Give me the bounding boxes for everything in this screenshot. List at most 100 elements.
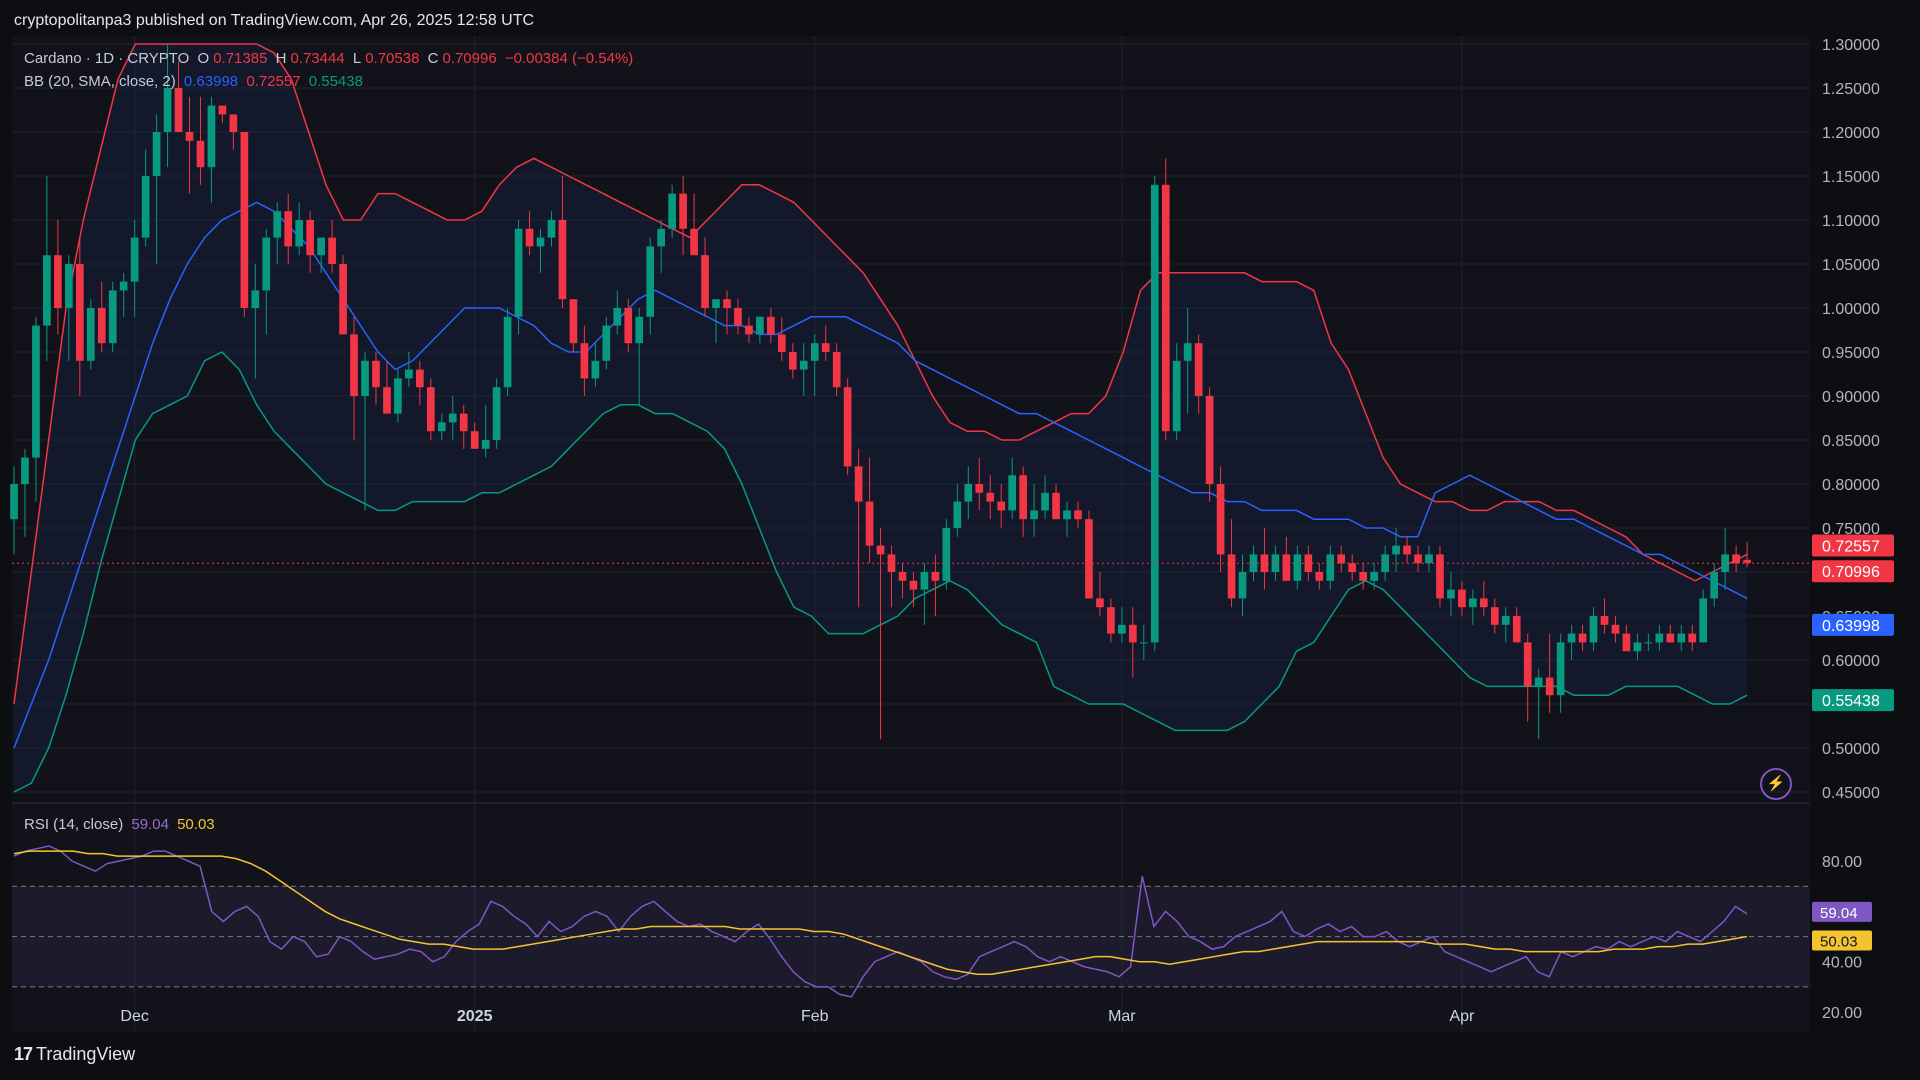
- candle-body: [481, 440, 490, 449]
- candle-body: [306, 220, 315, 256]
- candle-body: [1183, 343, 1192, 361]
- candle-body: [97, 308, 106, 344]
- candle-body: [1370, 572, 1378, 581]
- candle-body: [437, 422, 446, 432]
- candle-body: [361, 360, 369, 396]
- time-tick-label: Mar: [1108, 1008, 1136, 1025]
- candle-body: [75, 264, 84, 361]
- candle-body: [448, 413, 457, 423]
- price-tick-label: 0.50000: [1822, 741, 1880, 758]
- candle-body: [503, 316, 512, 388]
- candle-body: [1150, 184, 1159, 643]
- candle-body: [1260, 554, 1269, 572]
- candle-body: [1436, 554, 1444, 599]
- rsi-line: [13, 845, 1748, 998]
- candle-body: [152, 132, 161, 176]
- candle-body: [1041, 492, 1049, 511]
- candle-body: [1710, 572, 1719, 599]
- candle-body: [1743, 559, 1751, 564]
- candle-body: [1139, 642, 1148, 644]
- candle-body: [580, 343, 589, 379]
- rsi-label[interactable]: RSI (14, close): [24, 816, 124, 833]
- candle-body: [1348, 563, 1357, 572]
- bollinger-band-fill: [14, 44, 1748, 792]
- candle-body: [558, 220, 567, 300]
- price-tick-label: 0.85000: [1822, 433, 1880, 450]
- candle-body: [1271, 554, 1280, 572]
- candle-body: [1556, 642, 1565, 696]
- price-axis: 1.30000 1.25000 1.20000 1.15000 1.10000 1.050…: [1822, 37, 1880, 802]
- rsi-tick-label: 80.00: [1822, 854, 1862, 871]
- candle-body: [185, 132, 194, 141]
- candle-body: [262, 237, 271, 291]
- candle-body: [1205, 396, 1214, 484]
- candle-body: [887, 554, 896, 572]
- candle-body: [668, 193, 676, 229]
- candle-body: [196, 140, 205, 168]
- candle-body: [1469, 598, 1477, 608]
- candle-body: [756, 316, 764, 335]
- candle-body: [745, 325, 753, 335]
- candle-body: [514, 228, 523, 317]
- open-value: 0.71385: [213, 50, 268, 67]
- candle-body: [383, 387, 391, 414]
- candle-body: [1611, 624, 1620, 634]
- bb-upper-value: 0.72557: [246, 73, 301, 90]
- candle-body: [1096, 598, 1104, 608]
- candle-body: [777, 334, 786, 352]
- candle-body: [1666, 633, 1675, 643]
- candle-body: [1019, 475, 1027, 520]
- candle-body: [1030, 510, 1038, 520]
- candle-body: [229, 114, 238, 132]
- candle-body: [372, 360, 380, 388]
- high-value: 0.73444: [290, 50, 345, 67]
- candle-body: [964, 484, 973, 502]
- candle-body: [657, 228, 666, 247]
- candle-body: [273, 211, 282, 238]
- candle-body: [394, 378, 402, 414]
- candle-body: [602, 325, 611, 361]
- candle-body: [1567, 633, 1576, 643]
- candle-body: [788, 352, 797, 370]
- time-tick-label: Feb: [801, 1008, 829, 1025]
- candle-body: [624, 308, 633, 344]
- bb-label[interactable]: BB (20, SMA, close, 2): [24, 73, 176, 90]
- candle-body: [975, 484, 984, 493]
- time-axis: Dec 2025 Feb Mar Apr: [120, 1008, 1475, 1025]
- candle-body: [821, 343, 830, 352]
- candle-body: [876, 545, 885, 555]
- candle-body: [1447, 589, 1455, 599]
- rsi-legend: RSI (14, close) 59.04 50.03: [24, 816, 219, 833]
- symbol-label[interactable]: Cardano · 1D · CRYPTO: [24, 50, 190, 67]
- candle-body: [339, 264, 347, 335]
- candlesticks: [10, 44, 1751, 740]
- candle-body: [32, 325, 40, 458]
- low-label: L: [352, 50, 362, 67]
- candle-body: [1074, 510, 1082, 520]
- candle-body: [163, 88, 172, 132]
- candle-body: [1238, 572, 1247, 599]
- candle-body: [898, 572, 907, 581]
- candle-body: [536, 237, 545, 247]
- candle-body: [1359, 572, 1368, 581]
- rsi-value: 59.04: [131, 816, 169, 833]
- candle-body: [1392, 545, 1400, 555]
- change-value: −0.00384 (−0.54%): [504, 50, 634, 67]
- candle-body: [1534, 677, 1543, 687]
- candle-body: [1501, 616, 1510, 625]
- candle-body: [405, 369, 413, 379]
- last-price-tag-bg: [1812, 560, 1894, 583]
- candle-body: [10, 484, 18, 520]
- rsi-band-fill: [12, 886, 1810, 987]
- candle-body: [426, 387, 435, 432]
- candle-body: [295, 220, 304, 247]
- tradingview-logo-icon[interactable]: 17: [14, 1044, 33, 1064]
- candle-body: [1403, 545, 1411, 555]
- flash-icon[interactable]: ⚡: [1760, 768, 1792, 800]
- candle-body: [492, 387, 501, 440]
- candle-body: [690, 228, 698, 256]
- time-tick-label: Apr: [1449, 1008, 1475, 1025]
- candle-body: [1128, 624, 1137, 643]
- brand-label[interactable]: TradingView: [36, 1044, 136, 1064]
